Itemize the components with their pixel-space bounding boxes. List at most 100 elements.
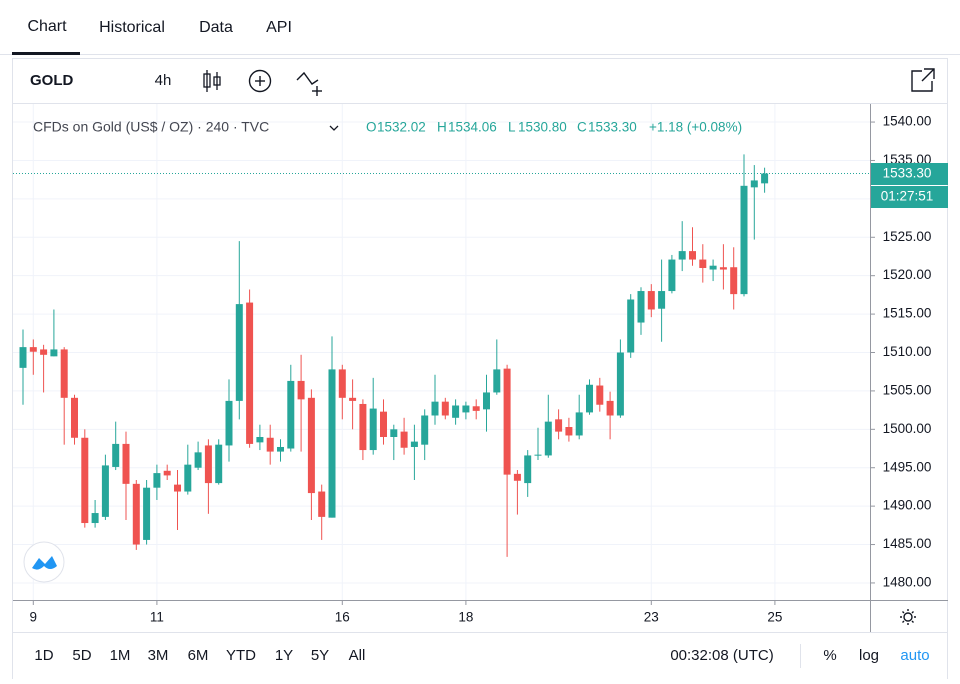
ohlc-value: 1530.80 — [518, 120, 567, 135]
y-tick-label: 1485.00 — [883, 536, 932, 551]
candle-body — [29, 347, 37, 352]
scale-option[interactable]: auto — [900, 647, 929, 664]
x-tick-label: 11 — [150, 610, 164, 625]
candle-body — [513, 473, 521, 481]
candle-body — [410, 441, 418, 447]
candle-body — [359, 403, 367, 451]
symbol[interactable]: GOLD — [30, 72, 73, 89]
candle-body — [462, 405, 470, 413]
bottom-separator — [800, 644, 801, 668]
candle-body — [204, 445, 212, 484]
candle-body — [318, 491, 326, 517]
time-axis-line — [13, 600, 948, 601]
settings-icon[interactable] — [900, 609, 916, 625]
candle-body — [534, 454, 542, 456]
candle-body — [555, 419, 563, 432]
clock[interactable]: 00:32:08 (UTC) — [670, 647, 773, 664]
tab[interactable]: Historical — [99, 19, 165, 36]
candle-body — [369, 408, 377, 451]
candle-body — [400, 431, 408, 448]
range-button[interactable]: 5Y — [311, 647, 329, 664]
compare-icon[interactable] — [296, 71, 322, 96]
range-button[interactable]: 1D — [34, 647, 53, 664]
candle-body — [101, 465, 109, 517]
price-axis-line — [870, 104, 871, 632]
legend-title[interactable]: CFDs on Gold (US$ / OZ) · 240 · TVC — [33, 119, 269, 135]
logo[interactable] — [23, 541, 65, 583]
range-button[interactable]: 5D — [72, 647, 91, 664]
candle-body — [143, 487, 151, 540]
candle-body — [81, 437, 89, 524]
candle-body — [91, 513, 99, 524]
ohlc-label: O — [366, 120, 377, 135]
scale-option[interactable]: % — [823, 647, 836, 664]
ohlc-label: H — [437, 120, 447, 135]
tab[interactable]: API — [266, 19, 292, 36]
range-button[interactable]: YTD — [226, 647, 256, 664]
candle-body — [328, 369, 336, 518]
y-tick-label: 1490.00 — [883, 498, 932, 513]
candle-body — [719, 267, 727, 270]
ohlc-label: L — [508, 120, 516, 135]
candles — [13, 154, 870, 557]
interval[interactable]: 4h — [155, 72, 172, 89]
y-tick-label: 1540.00 — [883, 114, 932, 129]
tab[interactable]: Data — [199, 19, 233, 36]
candle-body — [307, 397, 315, 494]
candle-body — [483, 392, 490, 410]
candle-body — [40, 349, 48, 355]
candle-body — [246, 302, 254, 444]
x-tick-label: 23 — [644, 610, 659, 625]
candle-body — [122, 443, 130, 484]
range-button[interactable]: All — [349, 647, 366, 664]
price-label: 1533.30 — [883, 166, 932, 181]
scale-option[interactable]: log — [859, 647, 879, 664]
candle-body — [256, 436, 264, 443]
candle-body — [441, 401, 449, 416]
candle-body — [277, 446, 284, 452]
countdown-box — [871, 186, 948, 208]
price-label-group: 1533.30 01:27:51 — [871, 163, 948, 208]
indicator-icon[interactable] — [248, 69, 272, 93]
candle-body — [761, 173, 769, 184]
range-button[interactable]: 1M — [110, 647, 131, 664]
x-tick-label: 18 — [458, 610, 473, 625]
candle-body — [184, 464, 192, 492]
candle-body — [338, 369, 346, 398]
ohlc-value: 1532.02 — [377, 120, 426, 135]
tab[interactable]: Chart — [27, 18, 67, 35]
candle-body — [689, 251, 696, 260]
candle-body — [421, 415, 429, 445]
candle-body — [132, 483, 140, 545]
candle-body — [606, 400, 614, 416]
fullscreen-icon[interactable] — [911, 68, 935, 92]
candle-body — [730, 267, 738, 295]
y-tick-label: 1495.00 — [883, 459, 932, 474]
change: +1.18 (+0.08%) — [649, 120, 742, 135]
candle-body — [627, 299, 635, 353]
y-tick-label: 1525.00 — [883, 229, 932, 244]
candle-body — [266, 437, 274, 452]
candle-style-icon[interactable] — [203, 70, 221, 92]
candle-body — [112, 443, 120, 467]
candle-body — [524, 455, 532, 484]
candle-body — [544, 421, 552, 456]
candle-body — [71, 397, 78, 438]
x-tick-label: 25 — [767, 610, 782, 625]
legend-chevron[interactable] — [329, 125, 339, 131]
range-button[interactable]: 1Y — [275, 647, 293, 664]
candle-body — [349, 397, 357, 401]
range-button[interactable]: 6M — [188, 647, 209, 664]
y-tick-label: 1520.00 — [883, 267, 932, 282]
candle-body — [586, 384, 593, 413]
candle-body — [709, 265, 717, 270]
candle-body — [60, 349, 68, 398]
range-button[interactable]: 3M — [148, 647, 169, 664]
candle-body — [503, 368, 511, 475]
candle-body — [575, 412, 583, 436]
candle-body — [225, 400, 233, 446]
y-tick-label: 1505.00 — [883, 382, 932, 397]
candle-body — [163, 470, 171, 476]
x-tick-label: 16 — [335, 610, 350, 625]
